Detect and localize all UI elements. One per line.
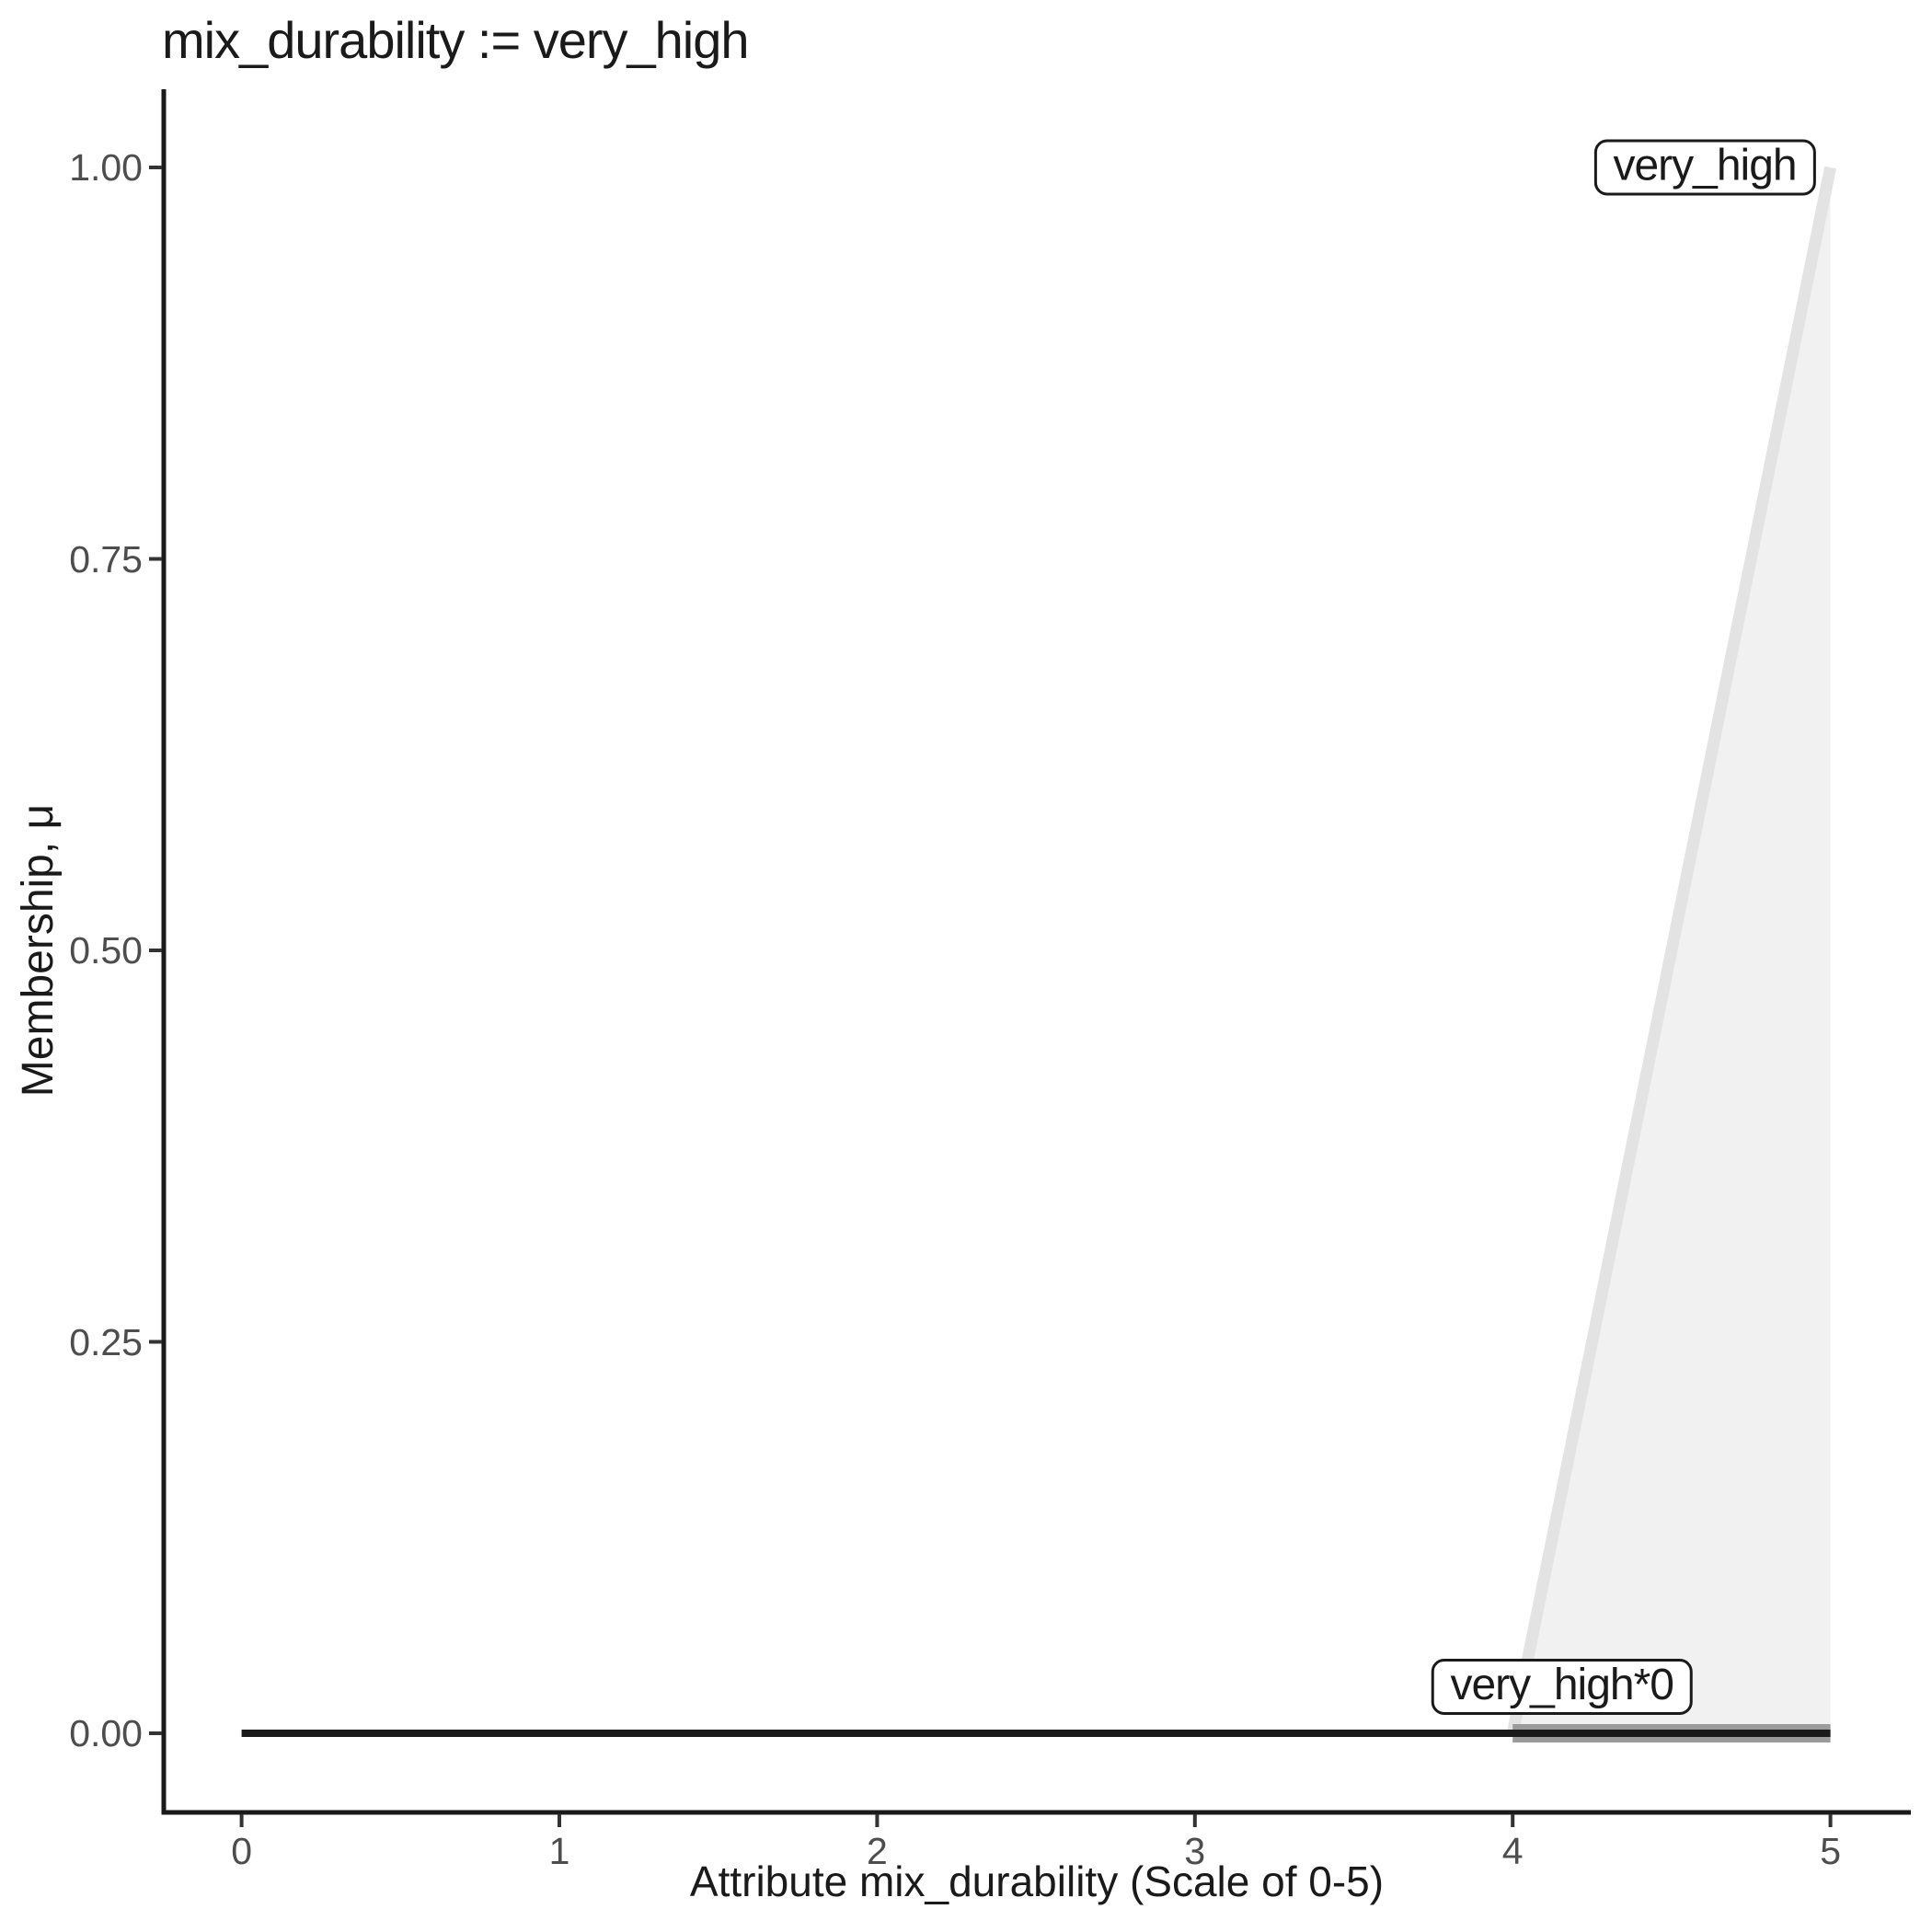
y-tick-label-0.75: 0.75 <box>69 537 143 581</box>
x-tick-label-5: 5 <box>1820 1830 1841 1872</box>
x-tick-label-1: 1 <box>548 1830 570 1872</box>
y-tick-label-0.25: 0.25 <box>69 1320 143 1363</box>
annotation-very-high-times-0: very_high*0 <box>1431 1658 1693 1715</box>
series-very-high <box>1506 166 1836 1735</box>
y-tick-label-0.00: 0.00 <box>69 1712 143 1754</box>
annotation-very-high: very_high <box>1593 139 1816 196</box>
x-tick-label-0: 0 <box>231 1830 252 1872</box>
y-tick-label-1.00: 1.00 <box>69 146 143 189</box>
x-tick-label-3: 3 <box>1184 1830 1206 1872</box>
y-tick-label-0.50: 0.50 <box>69 929 143 972</box>
x-tick-label-2: 2 <box>866 1830 888 1872</box>
x-axis-title: Attribute mix_durability (Scale of 0-5) <box>689 1857 1385 1905</box>
chart-title: mix_durability := very_high <box>162 11 750 69</box>
x-tick-label-4: 4 <box>1501 1830 1524 1872</box>
